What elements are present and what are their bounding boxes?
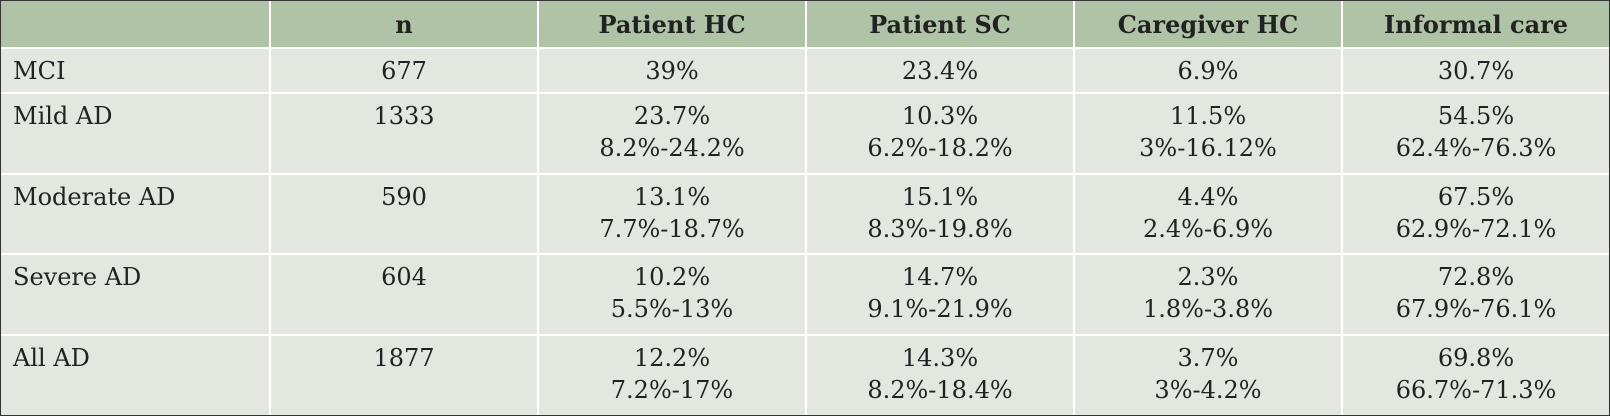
cell-patient-sc: 23.4% (806, 48, 1075, 94)
cell-range: 8.3%-19.8% (867, 214, 1013, 243)
cell-patient-hc: 12.2% 7.2%-17% (538, 334, 807, 415)
table-row: Severe AD 604 10.2% 5.5%-13% 14.7% 9.1%-… (1, 254, 1609, 335)
cell-value: 72.8% (1437, 263, 1515, 292)
cell-value: 10.3% (901, 102, 979, 131)
cell-range: 7.2%-17% (610, 375, 734, 404)
row-n: 1333 (270, 93, 539, 174)
cell-range: 2.4%-6.9% (1142, 214, 1274, 243)
cell-range: 3%-16.12% (1139, 134, 1277, 163)
row-n: 1877 (270, 334, 539, 415)
cell-caregiver-hc: 4.4% 2.4%-6.9% (1074, 173, 1343, 255)
table-row: Moderate AD 590 13.1% 7.7%-18.7% 15.1% 8… (1, 173, 1609, 255)
cell-range: 62.9%-72.1% (1395, 214, 1557, 243)
cell-caregiver-hc: 2.3% 1.8%-3.8% (1074, 254, 1343, 335)
cell-value: 11.5% (1169, 102, 1247, 131)
cell-value: 67.5% (1437, 182, 1515, 211)
cell-range: 67.9%-76.1% (1395, 295, 1557, 324)
cell-value: 30.7% (1437, 57, 1515, 85)
cell-value: 10.2% (633, 263, 711, 292)
cell-value: 6.9% (1177, 57, 1239, 85)
cell-value: 54.5% (1437, 102, 1515, 131)
table-row: All AD 1877 12.2% 7.2%-17% 14.3% 8.2%-18… (1, 334, 1609, 415)
header-empty (1, 1, 271, 48)
header-patient-sc: Patient SC (806, 1, 1075, 48)
cell-value: 23.7% (633, 102, 711, 131)
cell-range: 8.2%-24.2% (599, 134, 745, 163)
cell-patient-sc: 14.7% 9.1%-21.9% (806, 254, 1075, 335)
cell-range: 62.4%-76.3% (1395, 134, 1557, 163)
cell-patient-hc: 39% (538, 48, 807, 94)
row-n: 590 (270, 173, 539, 255)
cell-value: 14.3% (901, 343, 979, 372)
cell-informal-care: 69.8% 66.7%-71.3% (1342, 335, 1609, 415)
cell-caregiver-hc: 3.7% 3%-4.2% (1074, 334, 1343, 415)
header-caregiver-hc: Caregiver HC (1074, 1, 1343, 48)
cell-patient-sc: 15.1% 8.3%-19.8% (806, 173, 1075, 255)
cell-value: 12.2% (633, 343, 711, 372)
cell-patient-hc: 13.1% 7.7%-18.7% (538, 173, 807, 255)
row-label: Severe AD (1, 254, 271, 335)
row-n: 604 (270, 254, 539, 335)
cell-patient-sc: 10.3% 6.2%-18.2% (806, 93, 1075, 174)
cell-caregiver-hc: 11.5% 3%-16.12% (1074, 93, 1343, 174)
header-patient-hc: Patient HC (538, 1, 807, 48)
cell-informal-care: 54.5% 62.4%-76.3% (1342, 93, 1609, 173)
cell-informal-care: 30.7% (1342, 48, 1609, 93)
cell-range: 66.7%-71.3% (1395, 375, 1557, 404)
cell-value: 4.4% (1177, 182, 1239, 211)
cell-range: 7.7%-18.7% (599, 214, 745, 243)
cell-value: 69.8% (1437, 343, 1515, 372)
table-row: MCI 677 39% 23.4% 6.9% 30.7% (1, 48, 1609, 94)
header-informal-care: Informal care (1383, 9, 1569, 39)
cell-caregiver-hc: 6.9% (1074, 48, 1343, 94)
cell-range: 6.2%-18.2% (867, 134, 1013, 163)
row-label: All AD (1, 334, 271, 415)
row-label: Mild AD (1, 93, 271, 174)
cell-range: 3%-4.2% (1154, 375, 1262, 404)
cell-range: 8.2%-18.4% (867, 375, 1013, 404)
cell-range: 5.5%-13% (610, 295, 734, 324)
cell-informal-care: 72.8% 67.9%-76.1% (1342, 254, 1609, 334)
row-label: Moderate AD (1, 173, 271, 255)
cell-range: 9.1%-21.9% (867, 295, 1013, 324)
cell-informal-care: 67.5% 62.9%-72.1% (1342, 174, 1609, 254)
cell-value: 15.1% (901, 182, 979, 211)
cell-patient-hc: 10.2% 5.5%-13% (538, 254, 807, 335)
row-n: 677 (270, 48, 539, 94)
header-row: n Patient HC Patient SC Caregiver HC Inf… (1, 1, 1609, 48)
cell-value: 14.7% (901, 263, 979, 292)
table-row: Mild AD 1333 23.7% 8.2%-24.2% 10.3% 6.2%… (1, 93, 1609, 174)
cell-patient-sc: 14.3% 8.2%-18.4% (806, 334, 1075, 415)
cell-range: 1.8%-3.8% (1142, 295, 1274, 324)
cell-value: 3.7% (1177, 343, 1239, 372)
cell-value: 23.4% (901, 57, 979, 85)
cell-patient-hc: 23.7% 8.2%-24.2% (538, 93, 807, 174)
cell-value: 39% (645, 57, 699, 85)
header-n: n (270, 1, 539, 48)
cell-value: 13.1% (633, 182, 711, 211)
cell-value: 2.3% (1177, 263, 1239, 292)
row-label: MCI (1, 48, 271, 94)
